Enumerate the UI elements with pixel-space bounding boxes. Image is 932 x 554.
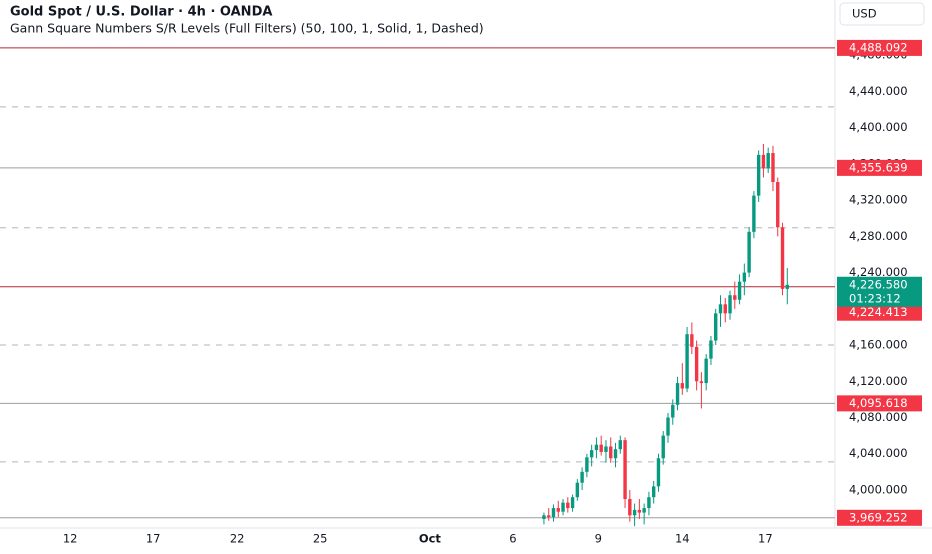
candle-body (666, 417, 670, 436)
candle-body (742, 272, 747, 282)
price-tag (837, 159, 922, 176)
candle-body (718, 304, 723, 314)
last-price-label: 4,226.580 (849, 277, 908, 291)
y-tick-label: 4,000.000 (849, 482, 908, 496)
candle-body (604, 446, 608, 452)
candle-body (771, 153, 775, 183)
currency-button[interactable] (839, 2, 925, 26)
candle-body (704, 358, 708, 384)
y-tick-label: 4,240.000 (849, 265, 908, 279)
candle-body (671, 404, 675, 418)
candle-body (561, 502, 565, 512)
candle-body (642, 508, 646, 513)
candle-body (661, 435, 665, 459)
candle-body (542, 515, 546, 519)
price-tag-label: 3,969.252 (849, 510, 908, 524)
indicator-title: Gann Square Numbers S/R Levels (Full Fil… (10, 21, 484, 36)
price-tag-label: 4,224.413 (849, 305, 908, 319)
candle-body (766, 153, 770, 169)
y-tick-label: 4,120.000 (849, 374, 908, 388)
candle-body (609, 446, 613, 459)
candle-body (632, 509, 637, 516)
candle-body (690, 334, 694, 347)
candle-body (551, 508, 556, 518)
candle-body (589, 450, 594, 458)
x-tick-label: 17 (758, 532, 773, 546)
candle-body (637, 509, 642, 513)
price-tag-label: 4,488.092 (849, 40, 908, 54)
candle-body (580, 471, 584, 483)
x-tick-label: Oct (419, 532, 442, 546)
candle-body (656, 458, 661, 487)
candle-body (733, 295, 737, 300)
candle-body (547, 515, 551, 518)
candle-body (575, 482, 580, 498)
chart-title: Gold Spot / U.S. Dollar · 4h · OANDA (10, 5, 272, 20)
candle-body (623, 440, 627, 500)
overlay: 4,488.092 4,355.639 4,224.413 4,095.618 3,96… (837, 39, 922, 526)
y-tick-label: 4,440.000 (849, 84, 908, 98)
candle-body (709, 340, 713, 359)
candle-body (628, 499, 632, 516)
price-tag-label: 4,095.618 (849, 396, 908, 410)
countdown: 01:23:12 (849, 291, 901, 305)
x-tick-label: 22 (230, 532, 245, 546)
x-tick-label: 17 (146, 532, 161, 546)
currency-label[interactable]: USD (852, 7, 877, 21)
candle-body (737, 281, 742, 300)
candle-body (780, 227, 785, 289)
price-tag (837, 395, 922, 412)
price-tag (837, 509, 922, 526)
candle-body (785, 284, 789, 289)
x-tick-label: 14 (675, 532, 690, 546)
candle-body (756, 154, 761, 196)
price-tag (837, 39, 922, 56)
candle-body (651, 486, 656, 498)
candle-body (685, 334, 689, 389)
candle-body (747, 231, 751, 273)
last-price-tag (837, 276, 922, 307)
candle-body (585, 457, 589, 472)
candle-body (728, 295, 732, 314)
candle-body (566, 502, 570, 509)
candle-body (699, 381, 704, 384)
candle-body (680, 383, 685, 389)
y-tick-label: 4,040.000 (849, 446, 908, 460)
y-tick-label: 4,400.000 (849, 120, 908, 134)
candle-body (594, 444, 599, 451)
candle-body (752, 195, 756, 232)
candle-body (694, 346, 699, 382)
candle-body (618, 440, 622, 450)
price-tag (837, 304, 922, 321)
candle-body (556, 508, 560, 512)
candle-body (723, 304, 727, 314)
candle-body (714, 313, 718, 341)
x-tick-label: 6 (509, 532, 516, 546)
candle-body (613, 449, 618, 459)
candle-body (570, 497, 575, 509)
x-tick-label: 25 (313, 532, 328, 546)
candle-body (776, 182, 780, 228)
y-tick-label: 4,320.000 (849, 193, 908, 207)
x-tick-label: 12 (63, 532, 78, 546)
y-tick-label: 4,280.000 (849, 229, 908, 243)
x-tick-label: 9 (595, 532, 602, 546)
y-tick-label: 4,080.000 (849, 410, 908, 424)
price-tag-label: 4,355.639 (849, 160, 908, 174)
candle-body (599, 444, 603, 452)
candle-body (675, 383, 680, 405)
y-tick-label: 4,160.000 (849, 338, 908, 352)
candle-body (647, 497, 651, 509)
candle-body (761, 154, 766, 169)
